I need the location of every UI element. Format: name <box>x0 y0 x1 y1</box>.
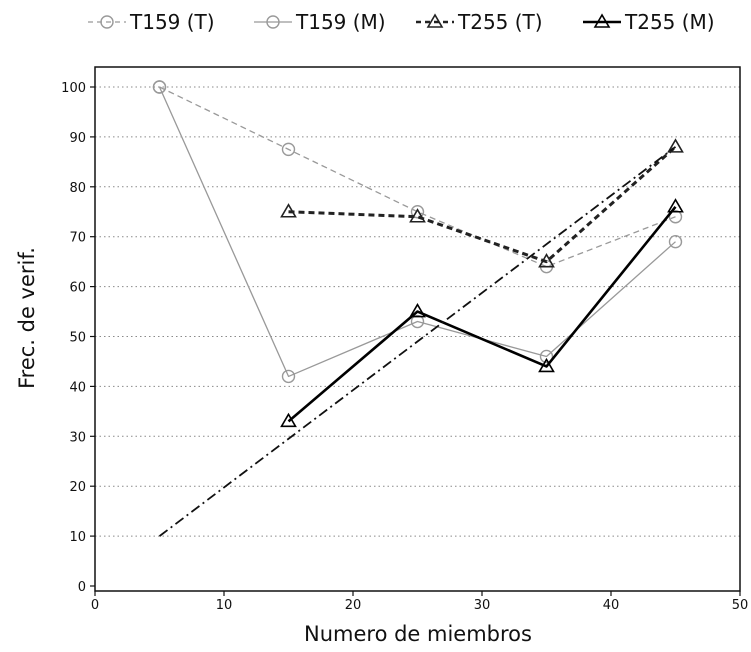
y-tick-label: 0 <box>78 580 86 595</box>
data-point <box>410 205 425 219</box>
y-tick-label: 40 <box>69 380 86 395</box>
legend-marker <box>426 13 444 28</box>
data-point <box>152 80 167 94</box>
y-tick-label: 60 <box>69 281 86 296</box>
data-point <box>668 210 683 224</box>
y-axis: 0 10 20 30 40 50 60 70 80 90 100 <box>61 81 95 595</box>
y-tick-label: 80 <box>69 181 86 196</box>
x-axis: 0 10 20 30 40 50 <box>91 591 748 613</box>
y-tick-label: 20 <box>69 480 86 495</box>
legend-entry: T255 (M) <box>583 10 715 34</box>
legend-label: T255 (T) <box>457 10 543 34</box>
series-line <box>288 145 677 264</box>
y-tick-label: 70 <box>69 231 86 246</box>
x-tick-label: 20 <box>345 598 362 613</box>
data-point <box>409 302 426 318</box>
y-tick-label: 30 <box>69 430 86 445</box>
y-tick-label: 50 <box>69 331 86 346</box>
y-axis-title: Frec. de verif. <box>15 247 39 389</box>
data-point <box>538 253 555 268</box>
x-tick-label: 0 <box>91 598 99 613</box>
legend-entry: T255 (T) <box>416 10 543 34</box>
series-line <box>158 86 676 378</box>
legend-label: T255 (M) <box>624 10 715 34</box>
data-point <box>281 369 296 384</box>
series-2 <box>152 80 683 384</box>
data-point <box>410 314 425 329</box>
x-axis-title: Numero de miembros <box>304 622 532 646</box>
legend: T159 (T) T159 (M) T255 (T) T255 (M) <box>88 10 715 34</box>
plot-frame <box>94 66 741 592</box>
series-group <box>152 80 684 537</box>
series-line <box>287 205 677 423</box>
data-point <box>667 138 684 153</box>
series-3 <box>280 138 684 268</box>
series-line <box>158 146 677 537</box>
series-5 <box>158 146 677 537</box>
y-tick-label: 90 <box>69 131 86 146</box>
data-point <box>281 142 296 157</box>
x-tick-label: 50 <box>732 598 749 613</box>
legend-entry: T159 (M) <box>254 10 386 34</box>
data-point <box>668 234 683 249</box>
y-tick-label: 100 <box>61 81 86 96</box>
legend-marker <box>100 15 114 29</box>
x-tick-label: 30 <box>474 598 491 613</box>
series-line <box>159 86 676 268</box>
legend-marker <box>266 15 280 29</box>
data-point <box>409 208 426 223</box>
legend-entry: T159 (T) <box>88 10 215 34</box>
legend-label: T159 (T) <box>129 10 215 34</box>
series-4 <box>280 198 684 428</box>
x-tick-label: 40 <box>603 598 620 613</box>
data-point <box>280 412 297 428</box>
data-point <box>539 349 554 364</box>
series-1 <box>152 80 683 274</box>
data-point <box>667 198 684 213</box>
data-point <box>280 203 297 218</box>
data-point <box>538 357 555 373</box>
legend-label: T159 (M) <box>295 10 386 34</box>
y-tick-label: 10 <box>69 530 86 545</box>
x-tick-label: 10 <box>216 598 233 613</box>
legend-marker <box>593 13 611 28</box>
